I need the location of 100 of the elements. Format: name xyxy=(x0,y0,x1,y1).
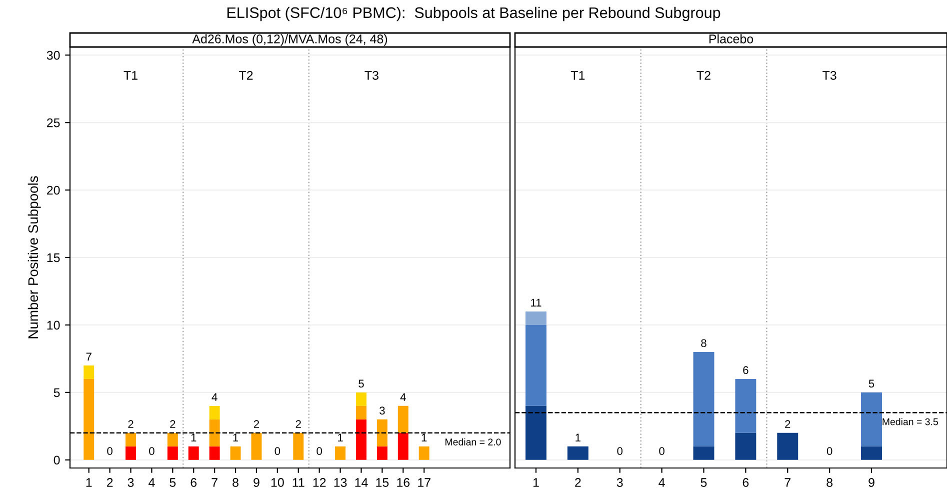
y-tick-label: 20 xyxy=(47,186,60,195)
bar xyxy=(525,324,546,406)
total-label: 5 xyxy=(358,380,364,388)
total-label: 7 xyxy=(86,352,92,360)
total-label: 2 xyxy=(296,420,301,428)
bar xyxy=(126,446,136,460)
x-tick-label: 6 xyxy=(190,478,197,487)
annotation: T3 xyxy=(364,70,378,80)
bar xyxy=(335,446,346,460)
bar xyxy=(693,352,714,446)
total-label: 0 xyxy=(659,447,664,456)
bar xyxy=(167,446,178,460)
bar xyxy=(209,419,220,446)
total-label: 3 xyxy=(380,406,385,415)
bar xyxy=(398,406,408,433)
total-label: 1 xyxy=(338,434,343,442)
x-tick-label: 7 xyxy=(212,478,218,487)
x-tick-label: 9 xyxy=(868,478,874,487)
total-label: 0 xyxy=(826,447,832,456)
x-tick-label: 7 xyxy=(784,478,790,487)
x-tick-label: 1 xyxy=(533,478,539,487)
bar xyxy=(84,378,94,460)
bar xyxy=(84,365,94,379)
bar xyxy=(356,419,366,460)
annotation: T2 xyxy=(696,70,710,80)
bar xyxy=(398,432,408,460)
y-tick-label: 5 xyxy=(54,388,60,398)
x-tick-label: 2 xyxy=(575,478,581,487)
bar xyxy=(376,419,388,446)
annotation: T1 xyxy=(124,71,138,80)
x-tick-label: 4 xyxy=(658,478,665,487)
annotation: T1 xyxy=(570,71,585,80)
bar xyxy=(167,432,178,446)
annotation: T2 xyxy=(238,70,253,80)
total-label: 1 xyxy=(233,434,238,442)
total-label: 1 xyxy=(576,434,580,442)
total-label: 0 xyxy=(107,447,112,456)
x-tick-label: 1 xyxy=(86,478,92,487)
x-tick-label: 17 xyxy=(418,478,430,487)
y-tick-label: 0 xyxy=(54,456,60,465)
total-label: 2 xyxy=(170,420,176,428)
bar xyxy=(251,432,262,460)
ref-line-label: Median = 3.5 xyxy=(882,418,938,426)
y-axis-title: Number Positive Subpools xyxy=(28,176,41,338)
total-label: 0 xyxy=(617,447,623,456)
bar xyxy=(777,432,798,460)
bar xyxy=(735,378,756,433)
bar xyxy=(209,406,220,420)
total-label: 2 xyxy=(254,420,260,428)
x-tick-label: 8 xyxy=(826,478,832,487)
total-label: 4 xyxy=(400,393,406,401)
bar xyxy=(418,446,430,460)
x-tick-label: 4 xyxy=(148,478,155,487)
total-label: 1 xyxy=(191,434,196,442)
annotation: T3 xyxy=(822,70,836,80)
ref-line-label: Median = 2.0 xyxy=(446,438,501,446)
y-tick-label: 10 xyxy=(47,320,60,330)
bar xyxy=(230,446,241,460)
x-tick-label: 13 xyxy=(334,478,347,487)
chart-subtitle: Placebo xyxy=(709,34,754,44)
bar xyxy=(126,432,136,446)
bar xyxy=(735,432,756,460)
x-tick-label: 5 xyxy=(170,478,176,487)
x-tick-label: 14 xyxy=(355,478,368,487)
total-label: 2 xyxy=(128,420,134,428)
total-label: 8 xyxy=(701,339,706,348)
x-tick-label: 16 xyxy=(397,478,410,487)
total-label: 5 xyxy=(868,380,874,388)
total-label: 0 xyxy=(149,447,154,456)
x-tick-label: 12 xyxy=(313,478,326,487)
total-label: 6 xyxy=(743,366,748,374)
bar xyxy=(525,406,546,460)
x-tick-label: 6 xyxy=(742,478,749,487)
x-tick-label: 2 xyxy=(106,478,113,487)
x-tick-label: 9 xyxy=(254,478,260,487)
bar xyxy=(376,446,388,460)
bar xyxy=(293,432,304,460)
total-label: 1 xyxy=(422,434,427,442)
total-label: 0 xyxy=(274,447,280,456)
chart-title: ELISpot (SFC/10⁶ PBMC): Subpools at Baseline per Rebound Subgroup xyxy=(227,6,720,22)
total-label: 0 xyxy=(316,447,322,456)
y-tick-label: 15 xyxy=(47,253,60,262)
x-tick-label: 3 xyxy=(128,478,134,487)
x-tick-label: 5 xyxy=(700,478,707,487)
total-label: 2 xyxy=(785,420,790,428)
bar xyxy=(356,392,366,406)
y-tick-label: 30 xyxy=(46,50,60,60)
bar xyxy=(356,406,366,420)
bar xyxy=(525,311,546,325)
bar xyxy=(567,446,588,460)
x-tick-label: 8 xyxy=(232,478,238,487)
total-label: 4 xyxy=(212,393,218,401)
x-tick-label: 3 xyxy=(616,478,623,487)
y-tick-label: 25 xyxy=(47,118,60,128)
bar xyxy=(188,446,199,460)
x-tick-label: 15 xyxy=(376,478,389,487)
bar xyxy=(693,446,714,460)
bar xyxy=(861,446,882,460)
x-tick-label: 10 xyxy=(271,478,284,487)
bar xyxy=(861,392,882,446)
